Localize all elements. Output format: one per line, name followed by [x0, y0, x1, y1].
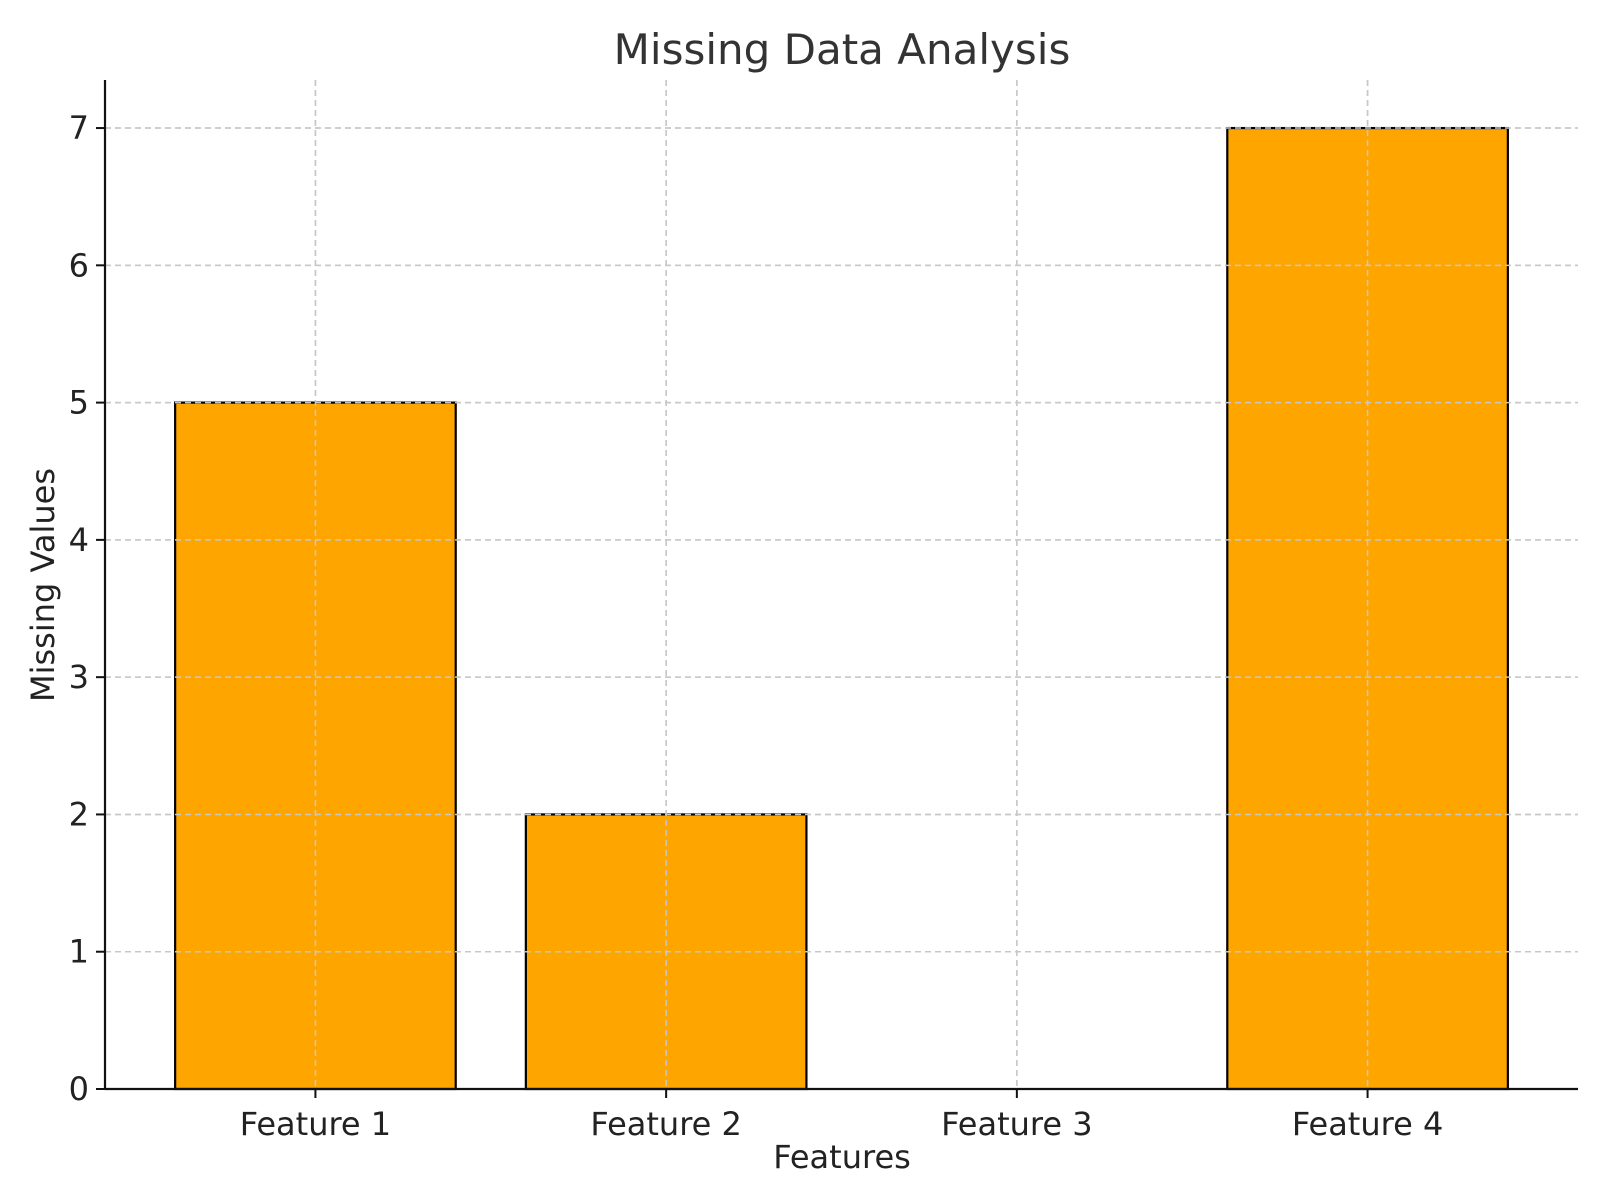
y-tick-label: 2	[69, 795, 89, 833]
x-tick-label: Feature 4	[1292, 1105, 1443, 1143]
y-tick-label: 3	[69, 658, 89, 696]
y-tick-label: 1	[69, 933, 89, 971]
bar-feature-4	[1226, 126, 1509, 1091]
y-tick-label: 0	[69, 1070, 89, 1108]
y-tick-label: 7	[69, 109, 89, 147]
chart-title: Missing Data Analysis	[614, 25, 1071, 74]
x-tick-label: Feature 3	[941, 1105, 1092, 1143]
y-axis-label: Missing Values	[24, 468, 62, 702]
x-tick-label: Feature 1	[240, 1105, 391, 1143]
y-tick-label: 5	[69, 384, 89, 422]
grid-overlay	[105, 80, 1578, 1089]
tick-labels: 0 1 2 3 4 5 6 7 Feature 1 Feature 2 Feature 3 Featu…	[69, 109, 1444, 1143]
x-axis-label: Features	[773, 1138, 911, 1176]
x-tick-label: Feature 2	[590, 1105, 741, 1143]
y-tick-label: 6	[69, 246, 89, 284]
y-tick-label: 4	[69, 521, 89, 559]
axes	[96, 80, 1578, 1098]
bars	[105, 80, 1578, 1091]
